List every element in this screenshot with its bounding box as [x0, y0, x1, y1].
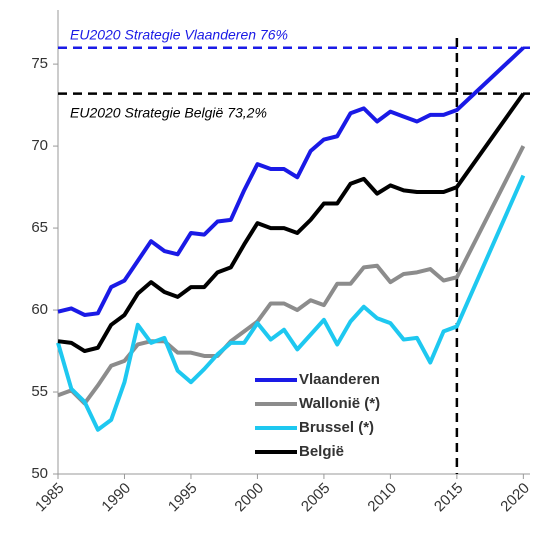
reference-label: EU2020 Strategie België 73,2% [70, 104, 267, 120]
x-tick-label: 2020 [497, 480, 533, 516]
x-tick-label: 2010 [364, 480, 400, 516]
series-line [56, 174, 526, 432]
y-tick-label: 55 [31, 383, 48, 400]
series-line [57, 46, 525, 317]
y-tick-label: 75 [31, 55, 48, 72]
y-tick-label: 70 [31, 137, 48, 154]
y-tick-label: 60 [31, 301, 48, 318]
y-tick-label: 65 [31, 219, 48, 236]
series-line [57, 92, 525, 354]
reference-label: EU2020 Strategie Vlaanderen 76% [70, 26, 288, 42]
x-tick-label: 2000 [231, 480, 267, 516]
legend-label: Wallonië (*) [299, 395, 380, 412]
y-tick-label: 50 [31, 465, 48, 482]
x-tick-label: 1990 [98, 480, 134, 516]
legend-label: Vlaanderen [299, 371, 380, 388]
x-tick-label: 1995 [165, 480, 201, 516]
legend-label: Brussel (*) [299, 419, 374, 436]
series-line [57, 145, 526, 406]
legend-label: België [299, 443, 344, 460]
x-tick-label: 2005 [298, 480, 334, 516]
x-tick-label: 2015 [431, 480, 467, 516]
x-tick-label: 1985 [32, 480, 68, 516]
